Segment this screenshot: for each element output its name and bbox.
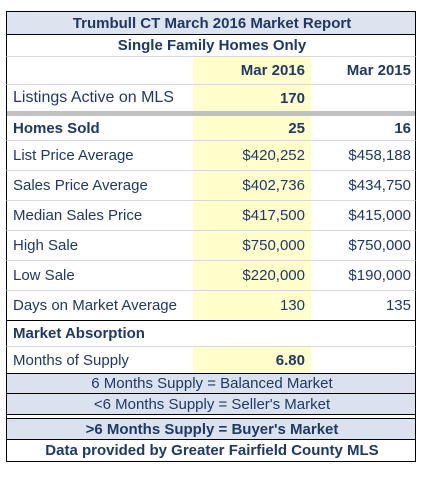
row-current: 130 — [193, 291, 311, 320]
legend-seller-row: <6 Months Supply = Seller's Market — [6, 394, 416, 415]
row-prior: $458,188 — [348, 147, 411, 164]
homes-sold-row: Homes Sold 25 16 — [6, 116, 416, 141]
data-row: List Price Average $420,252 $458,188 — [6, 141, 416, 171]
homes-sold-label: Homes Sold — [13, 119, 100, 137]
homes-sold-current: 25 — [193, 116, 311, 140]
market-absorption-row: Market Absorption — [6, 321, 416, 347]
row-prior: $434,750 — [348, 177, 411, 194]
data-row: Sales Price Average $402,736 $434,750 — [6, 171, 416, 201]
market-absorption-label: Market Absorption — [13, 325, 145, 342]
legend-seller: <6 Months Supply = Seller's Market — [93, 395, 331, 413]
header-spacer — [7, 57, 193, 84]
months-of-supply-row: Months of Supply 6.80 — [6, 347, 416, 373]
legend-balanced: 6 Months Supply = Balanced Market — [91, 375, 333, 392]
data-row: Median Sales Price $417,500 $415,000 — [6, 201, 416, 231]
homes-sold-prior: 16 — [394, 119, 411, 137]
data-row: High Sale $750,000 $750,000 — [6, 231, 416, 261]
row-prior: 135 — [385, 297, 411, 314]
listings-active-prior — [311, 85, 417, 111]
row-label: Median Sales Price — [13, 207, 143, 224]
legend-gap — [6, 415, 416, 419]
market-report-table: Trumbull CT March 2016 Market Report Sin… — [6, 11, 416, 462]
data-row: Days on Market Average 130 135 — [6, 291, 416, 321]
row-current: $750,000 — [193, 231, 311, 260]
header-mar-2016: Mar 2016 — [193, 57, 311, 84]
row-prior: $750,000 — [348, 237, 411, 254]
row-label: High Sale — [13, 237, 79, 254]
row-label: List Price Average — [13, 147, 134, 164]
row-label: Days on Market Average — [13, 297, 177, 314]
row-current: $417,500 — [193, 201, 311, 230]
listings-active-current: 170 — [193, 85, 311, 111]
divider — [6, 111, 416, 116]
footer-row: Data provided by Greater Fairfield Count… — [6, 440, 416, 462]
listings-active-label: Listings Active on MLS — [13, 89, 174, 106]
column-header-row: Mar 2016 Mar 2015 — [6, 57, 416, 85]
legend-buyer-row: >6 Months Supply = Buyer's Market — [6, 419, 416, 440]
data-source-footer: Data provided by Greater Fairfield Count… — [45, 442, 379, 459]
header-mar-2015: Mar 2015 — [346, 62, 411, 79]
row-label: Sales Price Average — [13, 177, 148, 194]
row-prior: $190,000 — [348, 267, 411, 284]
row-current: $402,736 — [193, 171, 311, 200]
report-subtitle-row: Single Family Homes Only — [6, 35, 416, 57]
report-title-row: Trumbull CT March 2016 Market Report — [6, 11, 416, 35]
data-row: Low Sale $220,000 $190,000 — [6, 261, 416, 291]
report-subtitle: Single Family Homes Only — [117, 37, 307, 54]
months-of-supply-label: Months of Supply — [13, 351, 129, 369]
months-of-supply-prior — [311, 347, 417, 373]
legend-balanced-row: 6 Months Supply = Balanced Market — [6, 373, 416, 394]
row-current: $420,252 — [193, 141, 311, 170]
row-label: Low Sale — [13, 267, 75, 284]
listings-active-row: Listings Active on MLS 170 — [6, 85, 416, 111]
legend-buyer: >6 Months Supply = Buyer's Market — [85, 420, 339, 438]
report-title: Trumbull CT March 2016 Market Report — [72, 14, 352, 32]
months-of-supply-value: 6.80 — [193, 347, 311, 373]
row-prior: $415,000 — [348, 207, 411, 224]
row-current: $220,000 — [193, 261, 311, 290]
